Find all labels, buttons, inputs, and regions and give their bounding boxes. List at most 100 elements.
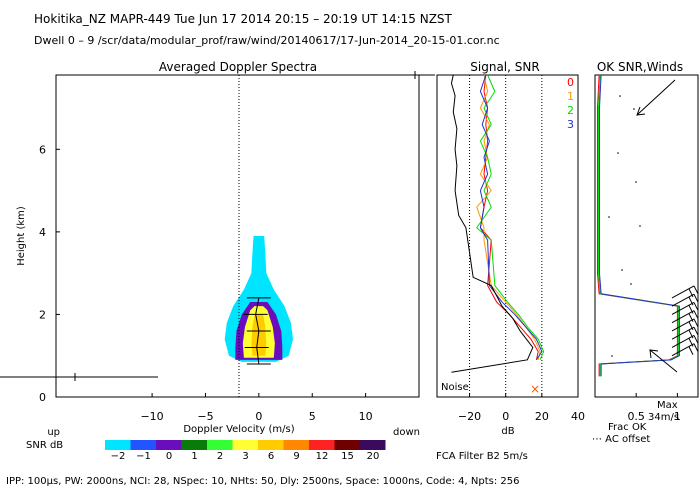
wind-barb (671, 318, 695, 332)
signal-title: Signal, SNR (470, 60, 539, 74)
spectra-frame (55, 74, 420, 398)
scale-tick-label: 12 (316, 451, 329, 462)
frac-ok-series-1 (597, 74, 679, 377)
snr-color-scale: up down SNR dB −2 −1 0 1 2 3 6 9 12 15 20 (26, 427, 420, 462)
wind-barb-flag (688, 305, 694, 314)
filter-label: FCA Filter B2 5m/s (436, 451, 528, 462)
wind-barb (671, 285, 695, 299)
wind-barb (671, 343, 695, 357)
wind-barb-flag (693, 326, 699, 336)
scale-tick-label: 1 (191, 451, 197, 462)
spectra-x-tick-label: −10 (140, 410, 163, 423)
wind-barb-flag (688, 313, 694, 322)
scale-swatch (258, 440, 284, 450)
signal-series-2 (476, 74, 545, 361)
page-subtitle: Dwell 0 – 9 /scr/data/modular_prof/raw/w… (34, 34, 500, 47)
spectra-heatmap (224, 236, 294, 365)
wind-barb (671, 335, 695, 348)
wind-barb (671, 310, 695, 324)
scale-swatch (156, 440, 182, 450)
spectra-y-tick-label: 0 (39, 391, 46, 404)
scale-down-label: down (393, 427, 420, 438)
spectra-y-ticks: 0 2 4 6 (39, 143, 60, 404)
ac-offset-dot (608, 216, 610, 218)
signal-series-1 (476, 74, 541, 360)
scale-tick-label: 0 (166, 451, 172, 462)
scale-swatch (105, 440, 131, 450)
wind-barbs (671, 285, 699, 357)
frac-ok-series-0 (596, 74, 678, 377)
signal-x-label: dB (501, 426, 514, 437)
signal-x-tick-label: 40 (571, 410, 585, 423)
winds-title: OK SNR,Winds (597, 60, 683, 74)
wind-barb-flag (688, 329, 694, 339)
ac-offset-dot (621, 269, 623, 271)
wind-arrow-upper (636, 79, 676, 116)
signal-x-tick-label: −20 (458, 410, 481, 423)
scale-swatch (360, 440, 386, 450)
spectra-x-label: Doppler Velocity (m/s) (183, 424, 294, 435)
winds-frame (594, 74, 699, 398)
snr-contour-3 (251, 314, 267, 356)
scale-swatch (334, 440, 360, 450)
scale-swatch (207, 440, 233, 450)
spectra-y-tick-label: 2 (39, 308, 46, 321)
signal-panel: −20 0 20 40 Noise dB × (436, 74, 585, 437)
wind-barb-flag (693, 343, 699, 352)
wind-barb-flag (688, 296, 694, 306)
ac-offset-dot (619, 95, 621, 97)
ac-offset-dot (639, 225, 641, 227)
spectra-x-tick-label: 10 (359, 410, 373, 423)
ac-offset-dot (611, 355, 613, 357)
signal-x-tick-label: 0 (502, 410, 509, 423)
winds-x-tick-label: 1 (674, 410, 681, 423)
wind-barb (671, 301, 695, 315)
scale-tick-label: 15 (341, 451, 354, 462)
winds-x-tick-label: 0.5 (627, 410, 645, 423)
signal-series-Noise (450, 74, 534, 373)
ac-offset-dot (630, 283, 632, 285)
spectra-x-tick-label: −5 (197, 410, 213, 423)
scale-swatch (130, 440, 156, 450)
wind-barb-flag (693, 293, 699, 303)
max-wind-label: Max (657, 400, 678, 411)
legend-entry-0: 0 (567, 76, 574, 89)
scale-tick-label: 6 (268, 451, 274, 462)
scale-tick-label: 9 (293, 451, 299, 462)
frac-ok-label: Frac OK (608, 422, 647, 433)
frac-ok-series-2 (598, 74, 680, 377)
spectra-y-tick-label: 4 (39, 226, 46, 239)
wind-barb-flag (688, 288, 694, 298)
wind-barb (671, 293, 695, 307)
ac-offset-dot (635, 181, 637, 183)
scale-tick-label: 3 (242, 451, 248, 462)
legend-entry-3: 3 (567, 118, 574, 131)
scale-tick-label: −2 (111, 451, 126, 462)
ac-offset-dot (633, 108, 635, 110)
page-title: Hokitika_NZ MAPR-449 Tue Jun 17 2014 20:… (34, 12, 452, 26)
spectra-x-tick-label: 5 (309, 410, 316, 423)
noise-label: Noise (441, 382, 469, 393)
spectra-panel: −10 −5 0 5 10 0 2 4 6 Doppler Velocity (m/s) He… (0, 71, 435, 435)
scale-tick-label: 20 (367, 451, 380, 462)
params-line: IPP: 100μs, PW: 2000ns, NCI: 28, NSpec: … (6, 476, 519, 487)
winds-panel: 0.5 1 Frac OK ⋯ AC offset Max 34m/s (592, 74, 699, 445)
wind-barb-flag (693, 310, 699, 319)
scale-tick-label: −1 (136, 451, 151, 462)
wind-barb-flag (688, 321, 694, 331)
scale-swatch (232, 440, 258, 450)
scale-title: SNR dB (26, 440, 63, 451)
signal-series-0 (479, 74, 539, 360)
signal-x-tick-label: 20 (535, 410, 549, 423)
wind-barb-flag (693, 318, 699, 328)
signal-series-3 (479, 74, 543, 361)
spectra-x-tick-label: 0 (255, 410, 262, 423)
spectra-x-ticks: −10 −5 0 5 10 (140, 393, 373, 423)
max-wind-value: 34m/s (648, 412, 679, 423)
wind-barb-flag (693, 335, 699, 344)
scale-swatch (309, 440, 335, 450)
wind-barb-flag (693, 285, 699, 295)
spectra-y-tick-label: 6 (39, 143, 46, 156)
ac-offset-dot (617, 152, 619, 154)
